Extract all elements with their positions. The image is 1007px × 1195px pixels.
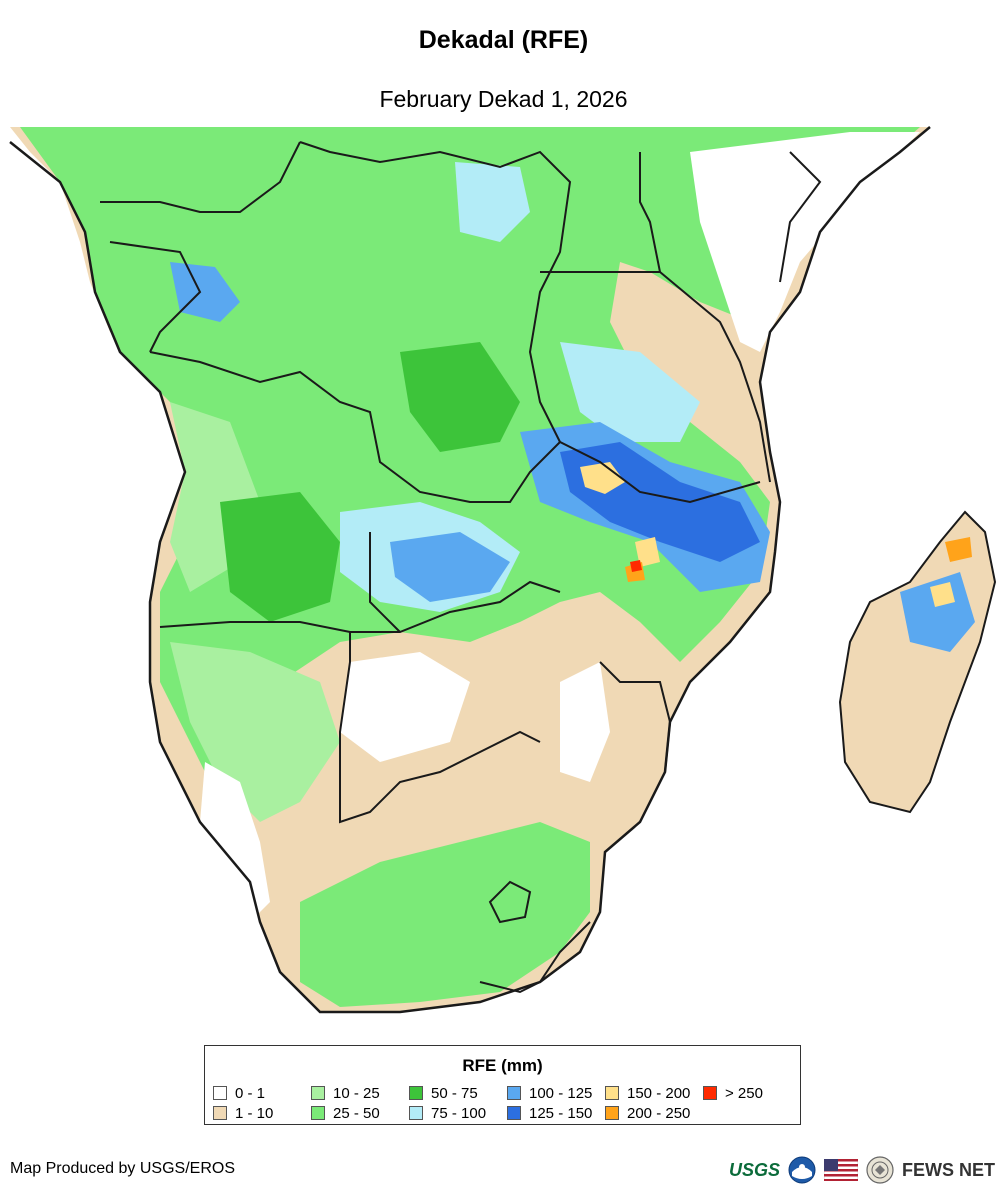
legend-grid: 0 - 1 1 - 10 10 - 25 25 - 50 50 - 75 75 …: [213, 1084, 793, 1124]
usgs-logo: USGS: [728, 1159, 780, 1180]
coastline: [9, 126, 931, 1014]
dry-zone-namib: [200, 762, 270, 922]
legend-item: 125 - 150: [507, 1104, 592, 1122]
legend-box: RFE (mm) 0 - 1 1 - 10 10 - 25 25 - 50 50…: [204, 1045, 801, 1125]
dry-zone-mozambique: [560, 662, 610, 782]
legend-label: 100 - 125: [529, 1084, 593, 1102]
legend-label: > 250: [725, 1084, 763, 1102]
legend-swatch: [409, 1106, 423, 1120]
rainfall-map: [9, 126, 997, 1014]
legend-swatch: [213, 1086, 227, 1100]
rain-zone-south: [300, 822, 590, 1007]
legend-label: 75 - 100: [431, 1104, 487, 1122]
rain-zone-50-75-a: [220, 492, 340, 622]
rain-zone-100-125-c: [170, 262, 240, 322]
legend-label: 1 - 10: [235, 1104, 274, 1122]
legend-item: 10 - 25: [311, 1084, 380, 1102]
legend-label: 0 - 1: [235, 1084, 266, 1102]
rain-zone-200-250: [945, 537, 972, 562]
rain-zone-south-2: [170, 642, 340, 822]
dry-zone-horn: [690, 132, 920, 352]
legend-swatch: [507, 1106, 521, 1120]
legend-item: 25 - 50: [311, 1104, 380, 1122]
legend-swatch: [605, 1106, 619, 1120]
footer-logos: USGS FEWS NET: [729, 1152, 995, 1188]
legend-swatch: [213, 1106, 227, 1120]
map-title: Dekadal (RFE): [418, 26, 589, 54]
legend-label: 200 - 250: [627, 1104, 691, 1122]
rain-zone-100-125-mada: [900, 572, 975, 652]
legend-swatch: [311, 1106, 325, 1120]
legend-swatch: [507, 1086, 521, 1100]
rain-zone-75-100-a: [455, 162, 530, 242]
rain-zone-150-200-mada: [930, 582, 955, 607]
map-subtitle: February Dekad 1, 2026: [379, 86, 628, 112]
legend-item: 1 - 10: [213, 1104, 273, 1122]
legend-swatch: [605, 1086, 619, 1100]
fews-net-logo: FEWS NET: [902, 1159, 995, 1180]
rain-zone-100-125-a: [390, 532, 510, 602]
state-dept-seal: [866, 1156, 894, 1184]
madagascar-coastline: [838, 510, 997, 814]
us-flag-logo: [824, 1159, 858, 1181]
rain-zone-150-200-a: [580, 462, 625, 494]
legend-title: RFE (mm): [462, 1056, 543, 1075]
legend-label: 25 - 50: [333, 1104, 380, 1122]
legend-item: 100 - 125: [507, 1084, 592, 1102]
rain-zone-50-75-b: [400, 342, 520, 452]
rain-zone-over-250: [630, 560, 642, 572]
dry-zone-kalahari: [340, 652, 470, 762]
legend-item: 200 - 250: [605, 1104, 690, 1122]
legend-swatch: [409, 1086, 423, 1100]
legend-item: 150 - 200: [605, 1084, 690, 1102]
legend-label: 10 - 25: [333, 1084, 380, 1102]
map-credit: Map Produced by USGS/EROS: [10, 1160, 235, 1177]
legend-item: 50 - 75: [409, 1084, 478, 1102]
rain-zone-25-50: [20, 127, 920, 782]
legend-item: 75 - 100: [409, 1104, 486, 1122]
legend-swatch: [703, 1086, 717, 1100]
legend-item: > 250: [703, 1084, 763, 1102]
legend-label: 125 - 150: [529, 1104, 593, 1122]
legend-item: 0 - 1: [213, 1084, 265, 1102]
legend-label: 50 - 75: [431, 1084, 478, 1102]
legend-swatch: [311, 1086, 325, 1100]
noaa-logo: [788, 1156, 816, 1184]
legend-label: 150 - 200: [627, 1084, 691, 1102]
rain-zone-150-200-b: [635, 537, 660, 567]
rain-zone-75-100-c: [560, 342, 700, 442]
